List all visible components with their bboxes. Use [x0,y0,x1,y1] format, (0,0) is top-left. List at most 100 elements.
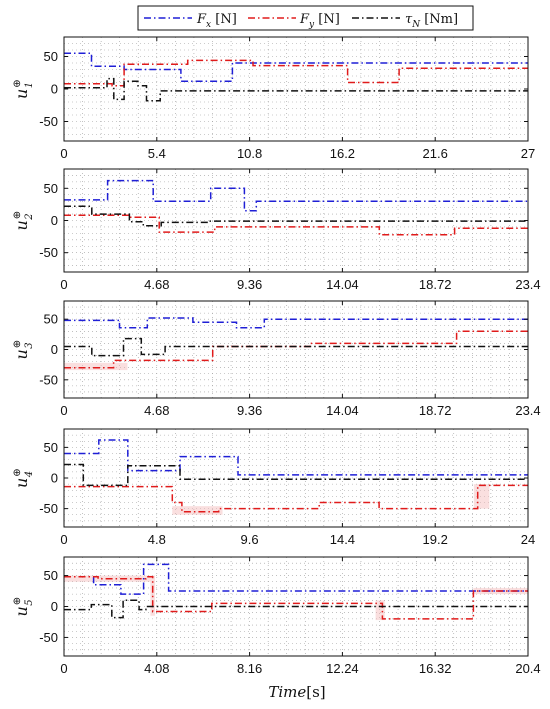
legend-label-tau: τN [Nm] [405,12,458,30]
y-tick-label: 0 [51,213,58,228]
x-tick-label: 18.72 [419,403,452,418]
grid [64,301,528,398]
series-line-fx [64,52,528,82]
panel-4: 0 4.8 9.6 14.4 19.2 24 50 0 -50 u ⊕4 [12,428,535,547]
y-axis-label-2: u⊕2 [12,211,35,231]
legend-entry-fx: Fx [N] [144,12,237,30]
highlight-band [375,600,385,621]
y-axis-label-1: u ⊕1 [12,79,35,99]
y-tick-label: -50 [39,372,58,387]
series-line-fy [64,576,528,620]
y-tick-label: 50 [44,568,58,583]
y-axis-label-sup: ⊕ [12,597,23,605]
x-tick-label: 24 [521,532,535,547]
grid [64,429,528,527]
y-axis-label-4: u ⊕4 [12,468,35,488]
x-axis-label-main: Time [268,683,306,701]
x-tick-label: 9.6 [241,532,259,547]
legend-sub-fx: x [206,20,211,30]
y-axis-label-base: u [12,606,31,616]
x-tick-label: 9.36 [237,277,262,292]
y-axis-label-base: u [12,478,31,488]
y-tick-label: -50 [39,501,58,516]
x-tick-label: 23.4 [515,403,540,418]
y-tick-label: -50 [39,630,58,645]
y-axis-label-5: u⊕5 [12,597,35,617]
legend: Fx [N] Fy [N] τN [Nm] [137,5,474,31]
y-axis-label-sub: 5 [24,599,35,605]
panel-2: 0 4.68 9.36 14.04 18.72 23.4 50 0 -50 u⊕2 [12,168,541,292]
x-tick-label: 4.8 [148,532,166,547]
x-axis-label-unit: [s] [306,683,325,701]
panel-3: 0 4.68 9.36 14.04 18.72 23.4 50 0 -50 u⊕3 [12,300,541,418]
series-line-fx [64,563,528,595]
x-tick-label: 14.4 [330,532,355,547]
legend-sub-fy: y [308,20,315,30]
series-line-fx [64,179,528,212]
legend-label-fy: Fy [N] [299,12,340,30]
grid [64,169,528,272]
series-line-tau [64,599,528,619]
x-tick-label: 8.16 [237,661,262,676]
x-tick-label: 19.2 [423,532,448,547]
series-line-tau [64,77,528,102]
y-tick-label: 50 [44,440,58,455]
x-tick-label: 4.08 [144,661,169,676]
x-tick-label: 23.4 [515,277,540,292]
series-line-tau [64,205,528,227]
legend-entry-tau: τN [Nm] [352,12,458,30]
y-axis-label-sub: 4 [24,471,35,478]
x-tick-label: 18.72 [419,277,452,292]
x-tick-label: 16.32 [419,661,452,676]
y-tick-label: -50 [39,245,58,260]
highlight-band [172,506,223,515]
x-axis-label: Time[s] [268,683,325,701]
x-tick-label: 20.4 [515,661,540,676]
x-tick-label: 0 [60,146,67,161]
x-tick-label: 9.36 [237,403,262,418]
x-tick-label: 16.2 [330,146,355,161]
y-tick-label: 0 [51,342,58,357]
series-line-tau [64,337,528,357]
x-tick-label: 12.24 [326,661,359,676]
x-tick-label: 0 [60,532,67,547]
series-line-fx [64,317,528,329]
y-tick-label: -50 [39,114,58,129]
series-line-fy [64,214,528,236]
y-axis-label-sup: ⊕ [12,79,23,87]
y-axis-label-base: u [12,220,31,230]
y-tick-label: 0 [51,599,58,614]
x-tick-label: 4.68 [144,403,169,418]
y-tick-label: 0 [51,82,58,97]
highlight-band [64,362,128,371]
legend-sub-tau: N [411,20,421,30]
x-tick-label: 21.6 [423,146,448,161]
highlight-band [150,575,155,616]
x-tick-label: 27 [521,146,535,161]
x-tick-label: 0 [60,277,67,292]
y-tick-label: 50 [44,312,58,327]
y-axis-label-sub: 2 [24,213,35,220]
legend-symbol-fx: F [196,12,207,27]
y-axis-label-sup: ⊕ [12,468,23,476]
x-tick-label: 0 [60,661,67,676]
legend-unit-tau: [Nm] [420,12,458,27]
y-axis-label-base: u [12,349,31,359]
y-tick-label: 50 [44,49,58,64]
y-axis-label-sub: 3 [24,342,35,348]
legend-symbol-tau: τ [405,12,413,27]
panel-5: 0 4.08 8.16 12.24 16.32 20.4 50 0 -50 u⊕5 [12,556,541,676]
legend-entry-fy: Fy [N] [248,12,340,30]
x-tick-label: 14.04 [326,277,359,292]
y-tick-label: 50 [44,181,58,196]
x-tick-label: 14.04 [326,403,359,418]
y-axis-label-sub: 1 [24,82,35,88]
panel-1: 0 5.4 10.8 16.2 21.6 27 50 0 -50 u ⊕1 [12,36,535,161]
series-line-fx [64,439,528,476]
highlight-band [473,484,490,509]
legend-unit-fy: [N] [314,12,340,27]
legend-label-fx: Fx [N] [196,12,237,30]
x-tick-label: 0 [60,403,67,418]
y-axis-label-base: u [12,89,31,99]
